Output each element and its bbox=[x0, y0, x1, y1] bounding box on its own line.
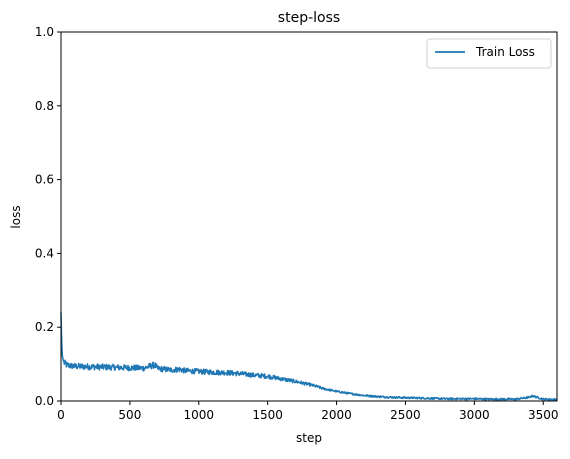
x-tick-label: 3000 bbox=[459, 408, 490, 422]
x-tick-label: 2000 bbox=[321, 408, 352, 422]
y-tick-label: 0.4 bbox=[35, 246, 54, 260]
y-tick-label: 1.0 bbox=[35, 25, 54, 39]
legend-label-train-loss: Train Loss bbox=[475, 45, 535, 59]
y-tick-label: 0.8 bbox=[35, 99, 54, 113]
x-tick-label: 1500 bbox=[252, 408, 283, 422]
series-layer bbox=[60, 312, 558, 402]
legend-box bbox=[426, 38, 552, 69]
legend: Train Loss bbox=[426, 38, 552, 69]
x-tick-label: 2500 bbox=[390, 408, 421, 422]
x-axis-label: step bbox=[296, 431, 322, 445]
y-tick-label: 0.6 bbox=[35, 173, 54, 187]
x-tick-label: 3500 bbox=[528, 408, 559, 422]
y-tick-label: 0.2 bbox=[35, 320, 54, 334]
x-tick-label: 0 bbox=[57, 408, 65, 422]
y-axis-ticks: 0.0 0.2 0.4 0.6 0.8 1.0 bbox=[35, 25, 61, 408]
plot-frame bbox=[60, 31, 558, 402]
x-tick-label: 1000 bbox=[184, 408, 215, 422]
series-line-train-loss bbox=[60, 312, 558, 402]
x-tick-label: 500 bbox=[118, 408, 141, 422]
x-axis-ticks: 0 500 1000 1500 2000 2500 3000 3500 bbox=[57, 401, 558, 422]
y-tick-label: 0.0 bbox=[35, 394, 54, 408]
chart-title: step-loss bbox=[278, 10, 340, 26]
y-axis-label: loss bbox=[9, 205, 23, 228]
